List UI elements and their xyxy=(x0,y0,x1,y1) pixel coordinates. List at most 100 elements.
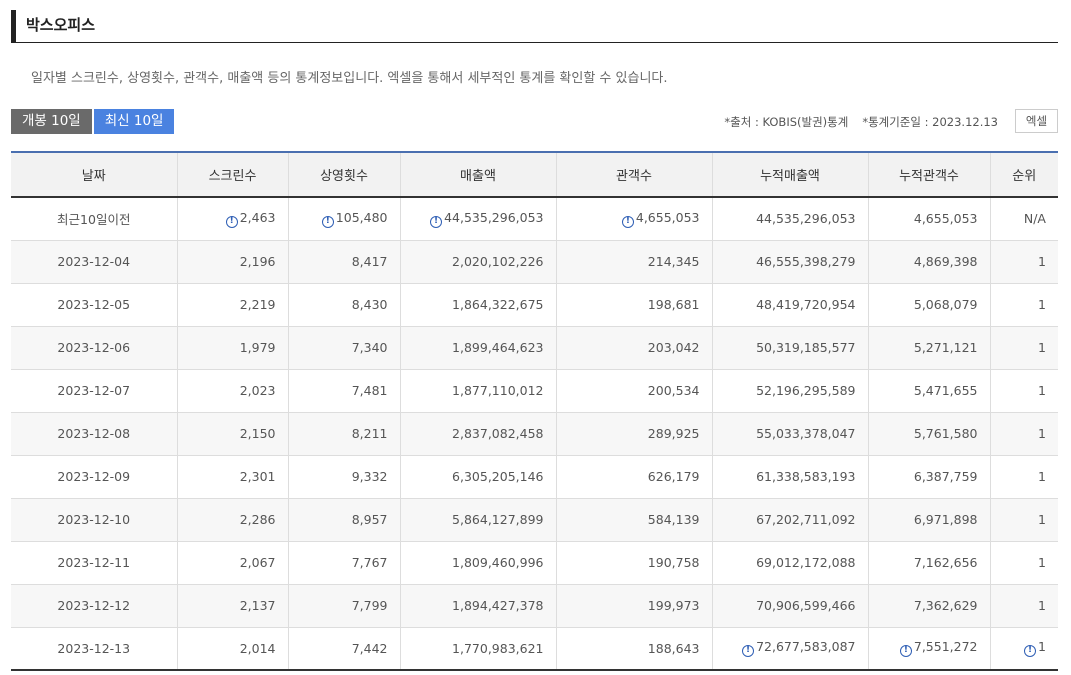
table-row: 2023-12-10 2,286 8,957 5,864,127,899 584,139… xyxy=(11,498,1058,542)
cell-date: 2023-12-12 xyxy=(11,584,177,628)
cell-value: 198,681 xyxy=(647,297,700,312)
column-header-cumulative-revenue: 누적매출액 xyxy=(711,151,868,198)
column-header-rank: 순위 xyxy=(989,151,1058,198)
cell-value: 1 xyxy=(1038,426,1046,441)
cell-showings: 9,332 xyxy=(287,455,400,499)
cell-value: 2023-12-08 xyxy=(57,426,131,441)
cell-value: 7,551,272 xyxy=(913,639,978,655)
cell-screens: 2,150 xyxy=(176,412,288,456)
cell-audience: 214,345 xyxy=(555,240,712,284)
cell-value: 1 xyxy=(1038,383,1046,398)
cell-value: 7,362,629 xyxy=(913,598,978,613)
cell-value: 2023-12-11 xyxy=(57,555,131,570)
cell-revenue: 1,877,110,012 xyxy=(399,369,556,413)
cell-value: 4,655,053 xyxy=(913,211,978,227)
info-circle-icon[interactable]: ! xyxy=(621,215,634,228)
info-circle-icon[interactable]: ! xyxy=(899,645,912,658)
cell-value: 1 xyxy=(1038,254,1046,269)
cell-cumulative-audience: 5,471,655 xyxy=(867,369,990,413)
column-header-screens: 스크린수 xyxy=(176,151,288,198)
cell-revenue: 2,837,082,458 xyxy=(399,412,556,456)
cell-value: 188,643 xyxy=(647,640,700,656)
cell-value: 2,286 xyxy=(239,512,276,527)
cell-rank: 1 xyxy=(989,369,1058,413)
cell-value: 44,535,296,053 xyxy=(444,209,544,225)
cell-value: 199,973 xyxy=(647,598,700,613)
cell-rank: 1 xyxy=(989,283,1058,327)
cell-value: 200,534 xyxy=(647,383,700,398)
cell-value: 6,971,898 xyxy=(913,512,978,527)
table-row: 2023-12-11 2,067 7,767 1,809,460,996 190,758… xyxy=(11,541,1058,585)
cell-value: 7,481 xyxy=(351,383,388,398)
cell-value: 203,042 xyxy=(647,340,700,355)
cell-date: 2023-12-04 xyxy=(11,240,177,284)
info-circle-icon[interactable]: ! xyxy=(1024,645,1037,658)
excel-download-button[interactable]: 엑셀 xyxy=(1015,109,1058,133)
table-row: 2023-12-12 2,137 7,799 1,894,427,378 199,973… xyxy=(11,584,1058,628)
cell-value: 67,202,711,092 xyxy=(756,512,856,527)
cell-showings: ! 105,480 xyxy=(287,197,400,241)
cell-audience: 626,179 xyxy=(555,455,712,499)
cell-value: 584,139 xyxy=(647,512,700,527)
cell-revenue: 1,770,983,621 xyxy=(399,627,556,671)
cell-value: 48,419,720,954 xyxy=(756,297,856,312)
cell-value: 2023-12-05 xyxy=(57,297,131,312)
cell-value: 2,196 xyxy=(239,254,276,269)
cell-date: 2023-12-08 xyxy=(11,412,177,456)
cell-value: 7,340 xyxy=(351,340,388,355)
cell-screens: 1,979 xyxy=(176,326,288,370)
cell-showings: 8,957 xyxy=(287,498,400,542)
table-row: 2023-12-08 2,150 8,211 2,837,082,458 289,925… xyxy=(11,412,1058,456)
cell-screens: 2,023 xyxy=(176,369,288,413)
cell-screens: ! 2,463 xyxy=(176,197,288,241)
cell-date: 2023-12-13 xyxy=(11,627,177,671)
info-circle-icon[interactable]: ! xyxy=(742,645,755,658)
cell-cumulative-revenue: 70,906,599,466 xyxy=(711,584,868,628)
stats-meta: *출처 : KOBIS(발권)통계 *통계기준일 : 2023.12.13 xyxy=(724,114,998,130)
boxoffice-table-container: 날짜 스크린수 상영횟수 매출액 관객수 누적매출액 누적관객수 순위 최근10… xyxy=(11,151,1058,671)
cell-cumulative-audience: 4,655,053 xyxy=(867,197,990,241)
cell-audience: 198,681 xyxy=(555,283,712,327)
tab-opening-10-days[interactable]: 개봉 10일 xyxy=(11,109,92,134)
cell-audience: ! 4,655,053 xyxy=(555,197,712,241)
cell-value: 1 xyxy=(1038,297,1046,312)
cell-revenue: 1,894,427,378 xyxy=(399,584,556,628)
cell-value: 2,020,102,226 xyxy=(452,254,544,269)
cell-value: 2,067 xyxy=(239,555,276,570)
cell-revenue: 1,864,322,675 xyxy=(399,283,556,327)
info-circle-icon[interactable]: ! xyxy=(321,215,334,228)
cell-cumulative-audience: 6,387,759 xyxy=(867,455,990,499)
cell-value: 4,869,398 xyxy=(913,254,978,269)
cell-value: 190,758 xyxy=(647,555,700,570)
cell-cumulative-revenue: 52,196,295,589 xyxy=(711,369,868,413)
cell-value: 8,417 xyxy=(351,254,388,269)
cell-cumulative-revenue: 50,319,185,577 xyxy=(711,326,868,370)
cell-value: 2023-12-12 xyxy=(57,598,131,613)
cell-audience: 200,534 xyxy=(555,369,712,413)
tab-recent-10-days[interactable]: 최신 10일 xyxy=(93,109,175,134)
cell-value: 5,864,127,899 xyxy=(452,512,544,527)
cell-value: 46,555,398,279 xyxy=(756,254,856,269)
boxoffice-table: 날짜 스크린수 상영횟수 매출액 관객수 누적매출액 누적관객수 순위 최근10… xyxy=(11,151,1058,671)
cell-value: 2,014 xyxy=(239,640,276,656)
cell-value: N/A xyxy=(1023,211,1046,227)
cell-audience: 289,925 xyxy=(555,412,712,456)
base-date-note: *통계기준일 : 2023.12.13 xyxy=(862,115,998,129)
table-row: 최근10일이전! 2,463! 105,480! 44,535,296,053! 4,6… xyxy=(11,197,1058,241)
cell-showings: 7,481 xyxy=(287,369,400,413)
info-circle-icon[interactable]: ! xyxy=(430,215,443,228)
cell-audience: 203,042 xyxy=(555,326,712,370)
cell-cumulative-audience: 5,271,121 xyxy=(867,326,990,370)
cell-value: 626,179 xyxy=(647,469,700,484)
table-row: 2023-12-07 2,023 7,481 1,877,110,012 200,534… xyxy=(11,369,1058,413)
cell-value: 1 xyxy=(1038,340,1046,355)
cell-revenue: 6,305,205,146 xyxy=(399,455,556,499)
cell-cumulative-audience: 5,068,079 xyxy=(867,283,990,327)
cell-cumulative-revenue: 55,033,378,047 xyxy=(711,412,868,456)
cell-cumulative-audience: ! 7,551,272 xyxy=(867,627,990,671)
cell-cumulative-revenue: ! 72,677,583,087 xyxy=(711,627,868,671)
cell-screens: 2,301 xyxy=(176,455,288,499)
info-circle-icon[interactable]: ! xyxy=(225,215,238,228)
cell-value: 1,864,322,675 xyxy=(452,297,544,312)
cell-value: 1 xyxy=(1038,512,1046,527)
